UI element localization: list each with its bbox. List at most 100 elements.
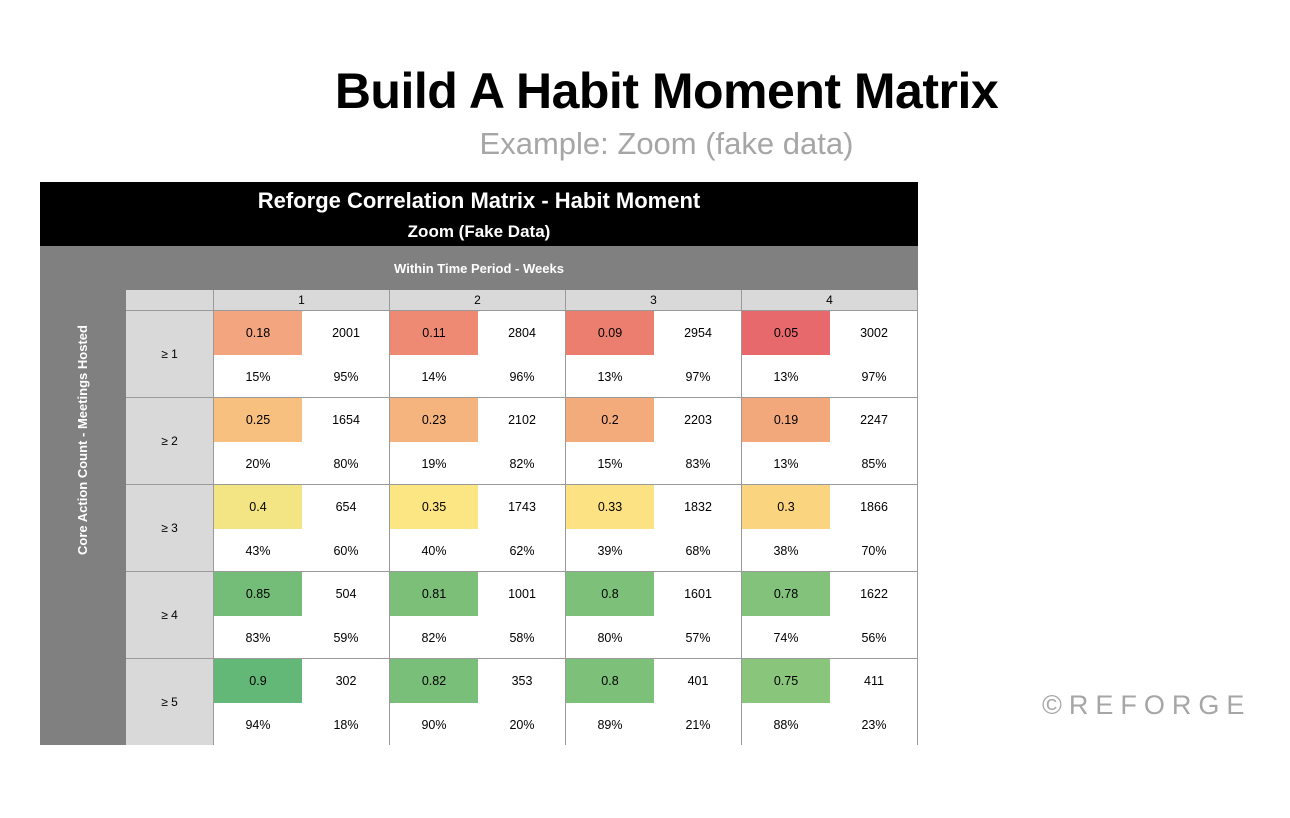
column-axis-header: Within Time Period - Weeks bbox=[40, 246, 918, 290]
percent-cell: 20% bbox=[509, 718, 535, 732]
percent-cell: 13% bbox=[773, 370, 799, 384]
percent-cell: 59% bbox=[333, 631, 359, 645]
user-count-cell: 302 bbox=[335, 674, 357, 688]
percent-cell: 20% bbox=[245, 457, 271, 471]
week-header-2: 2 bbox=[390, 290, 566, 311]
percent-cell: 15% bbox=[245, 370, 271, 384]
percent-cell: 94% bbox=[245, 718, 271, 732]
percent-cell: 97% bbox=[685, 370, 711, 384]
percent-cell: 83% bbox=[245, 631, 271, 645]
user-count-cell: 2102 bbox=[508, 413, 536, 427]
correlation-score-cell: 0.8 bbox=[566, 659, 654, 703]
slide-title: Build A Habit Moment Matrix bbox=[334, 63, 999, 119]
user-count-cell: 2804 bbox=[508, 326, 536, 340]
user-count-cell: 1654 bbox=[332, 413, 360, 427]
percent-cell: 97% bbox=[861, 370, 887, 384]
row-label: ≥ 1 bbox=[126, 311, 214, 398]
percent-cell: 62% bbox=[509, 544, 535, 558]
user-count-cell: 1866 bbox=[860, 500, 888, 514]
row-label: ≥ 2 bbox=[126, 398, 214, 485]
correlation-score-cell: 0.78 bbox=[742, 572, 830, 616]
percent-cell: 95% bbox=[333, 370, 359, 384]
correlation-score-cell: 0.23 bbox=[390, 398, 478, 442]
correlation-matrix: Reforge Correlation Matrix - Habit Momen… bbox=[40, 182, 918, 745]
row-axis-label: Core Action Count - Meetings Hosted bbox=[75, 325, 90, 555]
week-header-3: 3 bbox=[566, 290, 742, 311]
week-header-4: 4 bbox=[742, 290, 918, 311]
percent-cell: 15% bbox=[597, 457, 623, 471]
row-label: ≥ 3 bbox=[126, 485, 214, 572]
user-count-cell: 411 bbox=[864, 674, 884, 688]
percent-cell: 70% bbox=[861, 544, 887, 558]
correlation-score-cell: 0.35 bbox=[390, 485, 478, 529]
percent-cell: 82% bbox=[421, 631, 447, 645]
percent-cell: 80% bbox=[333, 457, 359, 471]
percent-cell: 60% bbox=[333, 544, 359, 558]
percent-cell: 88% bbox=[773, 718, 799, 732]
percent-cell: 14% bbox=[421, 370, 447, 384]
correlation-score-cell: 0.18 bbox=[214, 311, 302, 355]
correlation-score-cell: 0.25 bbox=[214, 398, 302, 442]
correlation-score-cell: 0.2 bbox=[566, 398, 654, 442]
user-count-cell: 3002 bbox=[860, 326, 888, 340]
user-count-cell: 1001 bbox=[508, 587, 536, 601]
correlation-score-cell: 0.85 bbox=[214, 572, 302, 616]
percent-cell: 74% bbox=[773, 631, 799, 645]
correlation-score-cell: 0.8 bbox=[566, 572, 654, 616]
row-label: ≥ 4 bbox=[126, 572, 214, 659]
user-count-cell: 1622 bbox=[860, 587, 888, 601]
corner-cell bbox=[126, 290, 214, 311]
percent-cell: 85% bbox=[861, 457, 887, 471]
user-count-cell: 353 bbox=[511, 674, 533, 688]
user-count-cell: 2247 bbox=[860, 413, 888, 427]
row-label: ≥ 5 bbox=[126, 659, 214, 745]
percent-cell: 82% bbox=[509, 457, 535, 471]
correlation-score-cell: 0.4 bbox=[214, 485, 302, 529]
row-divider bbox=[214, 484, 918, 485]
percent-cell: 13% bbox=[597, 370, 623, 384]
correlation-score-cell: 0.09 bbox=[566, 311, 654, 355]
correlation-score-cell: 0.3 bbox=[742, 485, 830, 529]
user-count-cell: 654 bbox=[335, 500, 357, 514]
correlation-score-cell: 0.81 bbox=[390, 572, 478, 616]
row-divider bbox=[214, 397, 918, 398]
percent-cell: 58% bbox=[509, 631, 535, 645]
correlation-score-cell: 0.05 bbox=[742, 311, 830, 355]
user-count-cell: 401 bbox=[687, 674, 709, 688]
column-axis-label: Within Time Period - Weeks bbox=[394, 260, 564, 276]
user-count-cell: 1601 bbox=[684, 587, 712, 601]
percent-cell: 21% bbox=[685, 718, 711, 732]
slide-subtitle: Example: Zoom (fake data) bbox=[479, 126, 854, 161]
percent-cell: 40% bbox=[421, 544, 447, 558]
matrix-subtitle: Zoom (Fake Data) bbox=[407, 222, 551, 241]
percent-cell: 43% bbox=[245, 544, 271, 558]
percent-cell: 39% bbox=[597, 544, 623, 558]
row-axis-header: Core Action Count - Meetings Hosted bbox=[40, 290, 127, 745]
percent-cell: 38% bbox=[773, 544, 799, 558]
percent-cell: 19% bbox=[421, 457, 447, 471]
correlation-score-cell: 0.75 bbox=[742, 659, 830, 703]
correlation-score-cell: 0.9 bbox=[214, 659, 302, 703]
percent-cell: 13% bbox=[773, 457, 799, 471]
week-divider bbox=[389, 290, 390, 745]
week-divider bbox=[741, 290, 742, 745]
matrix-title-bar: Reforge Correlation Matrix - Habit Momen… bbox=[40, 182, 918, 246]
user-count-cell: 1832 bbox=[684, 500, 712, 514]
percent-cell: 68% bbox=[685, 544, 711, 558]
user-count-cell: 2203 bbox=[684, 413, 712, 427]
correlation-score-cell: 0.11 bbox=[390, 311, 478, 355]
percent-cell: 89% bbox=[597, 718, 623, 732]
percent-cell: 18% bbox=[333, 718, 359, 732]
row-divider bbox=[214, 571, 918, 572]
percent-cell: 56% bbox=[861, 631, 887, 645]
user-count-cell: 2954 bbox=[684, 326, 712, 340]
week-divider bbox=[917, 290, 918, 745]
correlation-score-cell: 0.82 bbox=[390, 659, 478, 703]
user-count-cell: 1743 bbox=[508, 500, 536, 514]
user-count-cell: 504 bbox=[335, 587, 357, 601]
week-header-1: 1 bbox=[214, 290, 390, 311]
matrix-title: Reforge Correlation Matrix - Habit Momen… bbox=[257, 188, 701, 213]
percent-cell: 96% bbox=[509, 370, 535, 384]
percent-cell: 83% bbox=[685, 457, 711, 471]
week-divider bbox=[565, 290, 566, 745]
